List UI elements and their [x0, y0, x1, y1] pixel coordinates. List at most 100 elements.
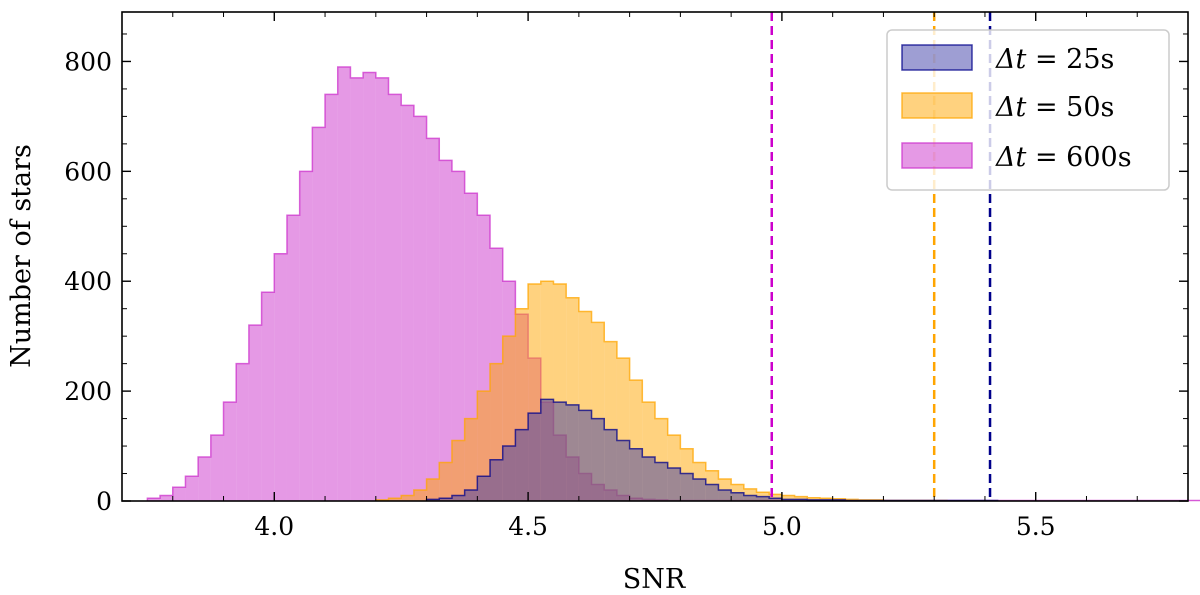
histogram-bar — [172, 487, 186, 501]
histogram-bar — [312, 127, 326, 501]
axes — [121, 11, 1189, 502]
histogram-bar — [363, 72, 376, 501]
histogram-bar — [794, 499, 808, 501]
legend-delta-600s: Δt — [995, 142, 1026, 173]
histogram-bar — [451, 440, 465, 501]
histogram-bar — [350, 77, 364, 502]
histogram-bar — [274, 253, 287, 501]
histogram-bar — [769, 498, 782, 501]
legend-entry-600s: Δt = 600s — [901, 142, 1132, 173]
histogram-bar — [604, 429, 617, 501]
legend-value-50s: = 50s — [1035, 92, 1114, 123]
histogram-bar — [299, 171, 313, 501]
histogram-bar — [375, 77, 389, 502]
x-axis-label: SNR — [623, 564, 686, 595]
histogram-bar — [477, 476, 491, 501]
x-tick-label: 5.5 — [1016, 512, 1056, 541]
histogram-bar — [718, 490, 732, 501]
histogram-bar — [540, 399, 554, 501]
histogram-bar — [667, 468, 681, 501]
histogram-bar — [464, 418, 478, 501]
legend-delta-25s: Δt — [995, 44, 1026, 75]
histogram-bar — [388, 498, 402, 501]
histogram-bar — [693, 479, 706, 501]
histogram-bar — [781, 499, 795, 501]
histogram-bar — [464, 490, 478, 501]
legend-label-600s: Δt = 600s — [995, 142, 1132, 173]
histogram-bar — [705, 484, 719, 501]
histogram-bar — [426, 499, 440, 501]
legend-swatch-25s — [901, 44, 973, 71]
y-axis-label: Number of stars — [6, 144, 37, 368]
y-tick-label: 200 — [64, 377, 112, 406]
histogram-bar — [401, 105, 414, 502]
histogram-bar — [223, 402, 237, 501]
histogram-bar — [439, 462, 452, 501]
histogram-bar — [147, 498, 161, 501]
y-tick-label: 0 — [96, 487, 112, 516]
histogram-bar — [756, 496, 770, 501]
histogram-bar — [185, 476, 199, 501]
series-25s-bars — [425, 398, 999, 502]
legend-label-50s: Δt = 50s — [995, 92, 1114, 123]
histogram-bar — [451, 171, 465, 501]
histogram-bar — [591, 418, 605, 501]
histogram-bar — [413, 490, 427, 501]
histogram-bar — [210, 435, 224, 501]
histogram-bar — [439, 160, 452, 501]
plot-frame — [121, 11, 1189, 502]
histogram-bar — [477, 391, 491, 501]
legend-swatch-50s — [901, 92, 973, 119]
histogram-bar — [413, 116, 427, 501]
legend-delta-50s: Δt — [995, 92, 1026, 123]
histogram-bar — [248, 325, 262, 501]
histogram-bar — [629, 448, 643, 501]
histogram-bar — [261, 292, 275, 501]
histogram-bar — [160, 495, 173, 501]
histogram-bar — [781, 495, 795, 501]
x-tick-label: 5.0 — [762, 512, 802, 541]
histogram-bar — [528, 413, 541, 501]
axis-ticks: 4.0 4.5 5.0 5.5 0 200 400 600 800 — [64, 12, 1189, 541]
legend-swatch-600s — [901, 142, 973, 169]
x-tick-label: 4.0 — [254, 512, 294, 541]
threshold-lines — [770, 12, 992, 501]
histogram-bar — [236, 363, 249, 501]
histogram-bar — [337, 66, 351, 501]
histogram-bar — [743, 495, 757, 501]
histogram-bar — [388, 94, 402, 502]
histogram-bar — [515, 429, 529, 501]
histogram-bar — [642, 457, 655, 501]
legend-value-25s: = 25s — [1035, 44, 1114, 75]
y-tick-label: 800 — [64, 47, 112, 76]
legend-label-25s: Δt = 25s — [995, 44, 1114, 75]
histogram-bar — [680, 473, 694, 501]
histogram-bar — [655, 462, 668, 501]
histogram-bar — [426, 479, 440, 501]
histogram-bar — [490, 459, 503, 501]
histogram-bar — [566, 404, 579, 501]
legend-value-600s: = 600s — [1035, 142, 1132, 173]
histogram-bar — [616, 440, 630, 501]
histogram-bar — [286, 215, 300, 502]
histogram-bar — [731, 492, 744, 501]
histogram-bars — [146, 66, 1200, 502]
series-600s-bars — [146, 66, 1200, 502]
histogram-bar — [439, 498, 452, 501]
histogram-outline — [375, 280, 948, 502]
x-tick-label: 4.5 — [508, 512, 548, 541]
histogram-bar — [401, 495, 414, 501]
histogram-bar — [198, 457, 211, 501]
histogram-bar — [451, 495, 465, 501]
y-tick-label: 600 — [64, 157, 112, 186]
histogram-bar — [553, 402, 567, 501]
histogram-bar — [502, 446, 516, 501]
legend-entry-25s: Δt = 25s — [901, 44, 1114, 75]
legend-entry-50s: Δt = 50s — [901, 92, 1114, 123]
histogram-bar — [325, 94, 338, 502]
histogram-bar — [426, 138, 440, 501]
histogram-bar — [578, 410, 592, 501]
legend: Δt = 25s Δt = 50s Δt = 600s — [886, 29, 1170, 191]
y-tick-label: 400 — [64, 267, 112, 296]
